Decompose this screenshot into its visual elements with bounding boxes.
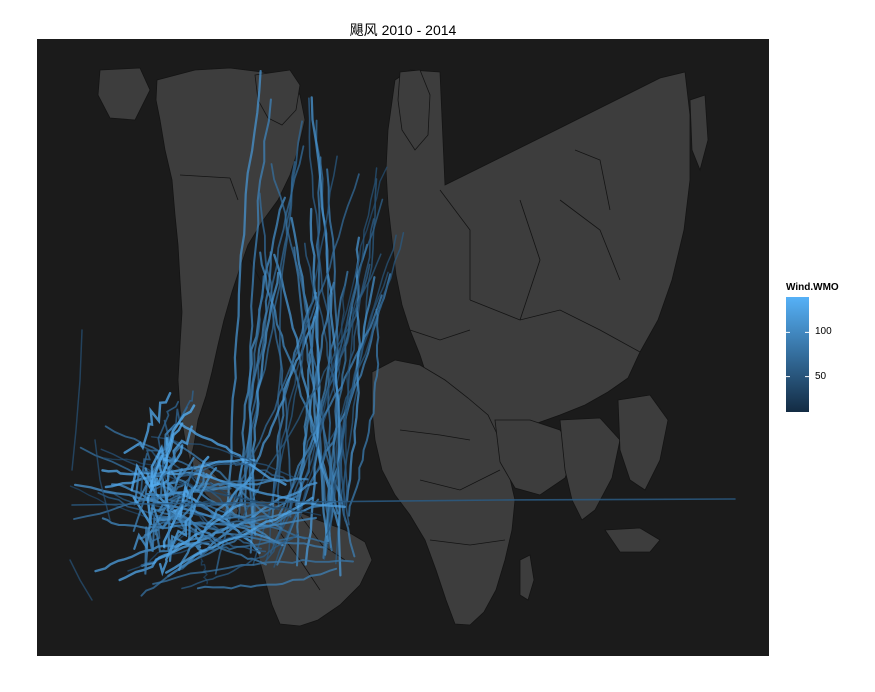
landmass-indochina	[617, 394, 669, 491]
landmass-greenland	[254, 69, 301, 126]
wind-legend-label-50: 50	[815, 370, 827, 382]
hurricane-track	[132, 457, 175, 532]
hurricane-track	[295, 281, 335, 567]
hurricane-track	[293, 246, 356, 558]
landmass-madagascar	[519, 554, 535, 601]
hurricane-track	[310, 96, 342, 577]
hurricane-track	[69, 559, 93, 601]
hurricane-track	[206, 535, 307, 551]
hurricane-track	[148, 456, 195, 550]
hurricane-track	[165, 496, 314, 574]
hurricane-track	[132, 444, 184, 526]
hurricane-track	[290, 216, 330, 543]
wind-legend-title: Wind.WMO	[786, 282, 839, 293]
hurricane-track	[270, 163, 339, 515]
hurricane-track	[133, 468, 184, 551]
hurricane-track	[178, 422, 287, 486]
hurricane-track	[181, 498, 320, 569]
hurricane-track	[168, 471, 205, 550]
wind-legend-label-100: 100	[815, 326, 832, 338]
hurricane-tracks	[69, 69, 736, 601]
hurricane-track	[273, 253, 340, 527]
hurricane-track	[151, 436, 302, 483]
hurricane-track	[181, 532, 299, 590]
hurricane-track	[326, 234, 397, 541]
hurricane-track	[140, 400, 180, 493]
hurricane-track	[239, 196, 286, 503]
landmass-scandinavia	[397, 69, 431, 151]
hurricane-track	[343, 167, 378, 522]
hurricane-track	[127, 533, 266, 572]
landmass-japan	[689, 94, 709, 172]
landmass-arctic-islands	[97, 67, 151, 121]
hurricane-track	[94, 439, 111, 521]
hurricane-track	[166, 509, 267, 566]
hurricane-track	[152, 559, 354, 585]
hurricane-track	[71, 498, 736, 506]
map-title: 飓风 2010 - 2014	[349, 22, 457, 38]
hurricane-track	[178, 476, 253, 571]
hurricane-track	[196, 567, 338, 590]
hurricane-track	[158, 505, 197, 577]
hurricane-track	[146, 477, 309, 497]
hurricane-track	[73, 483, 284, 547]
hurricane-track	[123, 391, 172, 454]
hurricane-track	[258, 192, 293, 518]
landmass-arabia	[494, 419, 576, 496]
hurricane-track	[118, 502, 244, 582]
wind-legend-colorbar	[786, 297, 809, 412]
hurricane-track	[224, 69, 262, 521]
hurricane-track	[69, 485, 217, 528]
hurricane-track	[130, 422, 184, 494]
hurricane-track	[148, 404, 196, 488]
hurricane-track	[248, 98, 272, 554]
hurricane-track	[251, 271, 280, 537]
hurricane-track	[71, 329, 83, 471]
hurricane-track	[325, 271, 389, 536]
landmass-india	[559, 417, 621, 521]
hurricane-track	[252, 155, 338, 566]
hurricane-track	[104, 458, 256, 489]
hurricane-track	[170, 439, 283, 530]
hurricane-track	[248, 275, 265, 523]
hurricane-track	[348, 308, 380, 517]
hurricane-track	[295, 306, 319, 507]
hurricane-track	[315, 156, 333, 552]
landmass-indonesia	[604, 527, 661, 553]
hurricane-track	[144, 496, 181, 575]
country-borders	[179, 149, 641, 591]
wind-legend-ticks	[786, 331, 809, 378]
hurricane-track	[272, 263, 371, 545]
landmass-africa	[371, 359, 516, 626]
hurricane-track	[299, 166, 388, 518]
landmass-north-america	[155, 67, 306, 463]
